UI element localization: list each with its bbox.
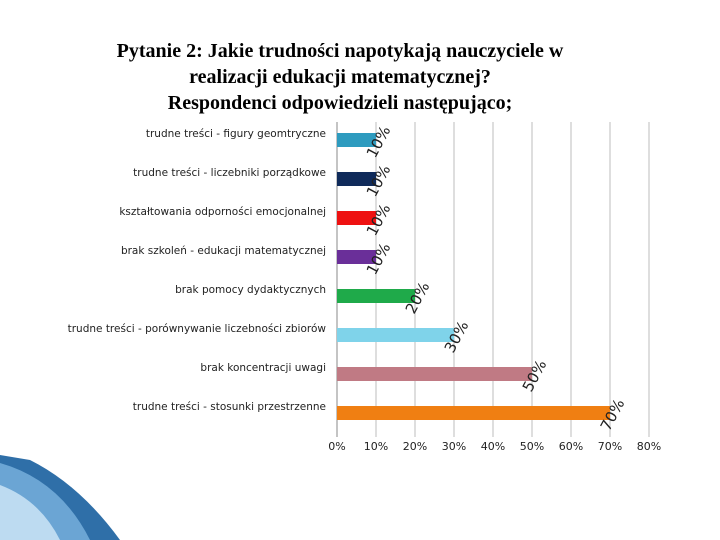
bar <box>337 133 376 147</box>
x-tick-label: 40% <box>481 440 505 453</box>
bar <box>337 211 376 225</box>
data-label: 30% <box>441 318 473 356</box>
x-tick-label: 70% <box>598 440 622 453</box>
category-label: trudne treści - figury geomtryczne <box>146 128 326 140</box>
x-tick-label: 0% <box>328 440 345 453</box>
data-label: 10% <box>363 240 395 278</box>
data-label: 70% <box>597 396 629 434</box>
category-label: trudne treści - stosunki przestrzenne <box>133 401 326 413</box>
deco-wave-pale <box>0 485 60 540</box>
slide-title: Pytanie 2: Jakie trudności napotykają na… <box>60 38 620 116</box>
x-tick-label: 20% <box>403 440 427 453</box>
x-tick-label: 50% <box>520 440 544 453</box>
bar <box>337 367 532 381</box>
bar <box>337 289 415 303</box>
category-label: trudne treści - porównywanie liczebności… <box>68 323 327 335</box>
x-tick-label: 60% <box>559 440 583 453</box>
category-label: kształtowania odporności emocjonalnej <box>119 206 326 218</box>
x-tick-label: 30% <box>442 440 466 453</box>
bar <box>337 328 454 342</box>
x-tick-label: 10% <box>364 440 388 453</box>
bar <box>337 406 610 420</box>
category-label: trudne treści - liczebniki porządkowe <box>133 167 326 179</box>
x-tick-label: 80% <box>637 440 661 453</box>
slide-decoration <box>0 455 120 540</box>
category-label: brak pomocy dydaktycznych <box>175 284 326 296</box>
data-label: 20% <box>402 279 434 317</box>
title-line-2: realizacji edukacji matematycznej? <box>189 66 491 88</box>
bar <box>337 250 376 264</box>
data-label: 10% <box>363 201 395 239</box>
data-label: 10% <box>363 162 395 200</box>
title-line-3: Respondenci odpowiedzieli następująco; <box>167 92 513 114</box>
category-label: brak szkoleń - edukacji matematycznej <box>121 245 326 257</box>
data-label: 50% <box>519 357 551 395</box>
title-line-1: Pytanie 2: Jakie trudności napotykają na… <box>116 40 564 62</box>
data-label: 10% <box>363 123 395 161</box>
category-label: brak koncentracji uwagi <box>200 362 326 374</box>
bar <box>337 172 376 186</box>
